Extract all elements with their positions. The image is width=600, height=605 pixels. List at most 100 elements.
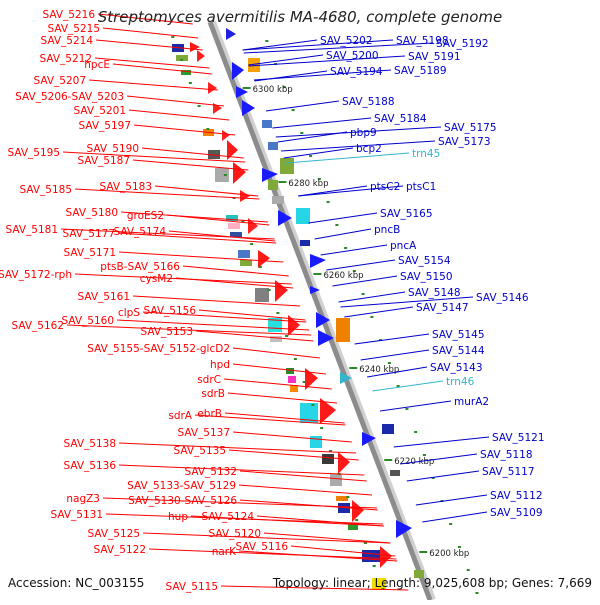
feature-arrow[interactable] xyxy=(208,82,217,94)
gene-label-right[interactable]: SAV_5198 xyxy=(396,35,449,47)
feature-box[interactable] xyxy=(372,578,386,590)
gene-label-left[interactable]: SAV_5190 xyxy=(86,143,139,155)
gene-label-right[interactable]: SAV_5165 xyxy=(380,208,433,220)
feature-box[interactable] xyxy=(181,70,191,75)
feature-box[interactable] xyxy=(310,436,322,448)
gene-label-left[interactable]: cysM2 xyxy=(140,273,173,285)
gene-label-left[interactable]: SAV_5201 xyxy=(73,105,126,117)
gene-label-left[interactable]: SAV_5133-SAV_5129 xyxy=(127,480,236,492)
gene-label-right[interactable]: SAV_5109 xyxy=(490,507,543,519)
gene-label-left[interactable]: SAV_5162 xyxy=(11,320,64,332)
gene-label-left[interactable]: SAV_5116 xyxy=(235,541,288,553)
gene-label-right[interactable]: SAV_5143 xyxy=(430,362,483,374)
feature-arrow[interactable] xyxy=(258,250,270,268)
gene-label-left[interactable]: SAV_5206-SAV_5203 xyxy=(15,91,124,103)
gene-label-right[interactable]: SAV_5191 xyxy=(408,51,461,63)
gene-label-left[interactable]: SAV_5153 xyxy=(140,326,193,338)
feature-arrow[interactable] xyxy=(396,520,412,538)
feature-arrow[interactable] xyxy=(362,432,376,446)
gene-label-left[interactable]: SAV_5135 xyxy=(173,445,226,457)
gene-label-right[interactable]: SAV_5146 xyxy=(476,292,529,304)
gene-label-left[interactable]: sdrA xyxy=(168,410,192,422)
feature-arrow[interactable] xyxy=(310,254,326,268)
gene-label-left[interactable]: SAV_5216 xyxy=(42,9,95,21)
gene-label-right[interactable]: SAV_5148 xyxy=(408,287,461,299)
feature-arrow[interactable] xyxy=(236,86,248,98)
feature-box[interactable] xyxy=(348,524,358,530)
gene-label-left[interactable]: sdrC xyxy=(197,374,221,386)
feature-box[interactable] xyxy=(262,120,272,128)
feature-arrow[interactable] xyxy=(240,190,250,202)
gene-label-left[interactable]: hpcE xyxy=(84,59,110,71)
gene-label-right[interactable]: SAV_5173 xyxy=(438,136,491,148)
gene-label-left[interactable]: sdrB xyxy=(201,388,225,400)
feature-box[interactable] xyxy=(268,142,278,150)
gene-label-right[interactable]: SAV_5145 xyxy=(432,329,485,341)
gene-label-right[interactable]: SAV_5202 xyxy=(320,35,373,47)
gene-label-left[interactable]: SAV_5125 xyxy=(87,528,140,540)
feature-box[interactable] xyxy=(322,454,334,464)
gene-label-left[interactable]: SAV_5156 xyxy=(143,305,196,317)
gene-label-right[interactable]: SAV_5200 xyxy=(326,50,379,62)
gene-label-right[interactable]: SAV_5144 xyxy=(432,345,485,357)
gene-label-right[interactable]: SAV_5112 xyxy=(490,490,543,502)
feature-arrow[interactable] xyxy=(320,398,336,424)
gene-label-left[interactable]: SAV_5174 xyxy=(113,226,166,238)
feature-arrow[interactable] xyxy=(190,42,200,52)
feature-arrow[interactable] xyxy=(197,50,205,62)
gene-label-left[interactable]: SAV_5132 xyxy=(184,466,237,478)
gene-label-right[interactable]: SAV_5117 xyxy=(482,466,535,478)
gene-label-left[interactable]: groES2 xyxy=(127,210,164,222)
feature-box[interactable] xyxy=(272,196,284,204)
feature-box[interactable] xyxy=(286,368,294,374)
gene-label-right[interactable]: ptsC1 xyxy=(406,181,436,193)
feature-arrow[interactable] xyxy=(288,315,300,336)
gene-label-left[interactable]: SAV_5197 xyxy=(78,120,131,132)
feature-box[interactable] xyxy=(330,474,342,486)
feature-arrow[interactable] xyxy=(222,130,230,141)
gene-label-left[interactable]: hup xyxy=(168,511,188,523)
gene-label-left[interactable]: SAV_5122 xyxy=(93,544,146,556)
feature-arrow[interactable] xyxy=(262,168,278,182)
gene-label-right[interactable]: SAV_5150 xyxy=(400,271,453,283)
gene-label-left[interactable]: SAV_5137 xyxy=(177,427,230,439)
feature-box[interactable] xyxy=(228,223,240,229)
gene-label-left[interactable]: SAV_5214 xyxy=(40,35,93,47)
feature-box[interactable] xyxy=(288,376,296,383)
feature-box[interactable] xyxy=(215,168,229,182)
gene-label-right[interactable]: pncB xyxy=(374,224,400,236)
feature-arrow[interactable] xyxy=(232,62,244,80)
gene-label-right[interactable]: SAV_5184 xyxy=(374,113,427,125)
feature-arrow[interactable] xyxy=(278,210,292,226)
feature-box[interactable] xyxy=(336,318,350,342)
gene-label-right[interactable]: SAV_5188 xyxy=(342,96,395,108)
gene-label-left[interactable]: clpS xyxy=(118,307,140,319)
gene-label-left[interactable]: SAV_5130-SAV_5126 xyxy=(128,495,237,507)
feature-arrow[interactable] xyxy=(213,103,222,114)
feature-box[interactable] xyxy=(208,150,220,159)
gene-label-left[interactable]: SAV_5180 xyxy=(65,207,118,219)
gene-label-left[interactable]: ptsB-SAV_5166 xyxy=(100,261,180,273)
feature-arrow[interactable] xyxy=(338,452,350,474)
feature-box[interactable] xyxy=(300,403,318,423)
feature-arrow[interactable] xyxy=(380,546,392,568)
feature-box[interactable] xyxy=(414,570,424,578)
feature-box[interactable] xyxy=(255,288,269,302)
gene-label-left[interactable]: SAV_5172-rph xyxy=(0,269,72,281)
gene-label-left[interactable]: SAV_5171 xyxy=(63,247,116,259)
gene-label-right[interactable]: SAV_5154 xyxy=(398,255,451,267)
gene-label-left[interactable]: SAV_5195 xyxy=(7,147,60,159)
feature-arrow[interactable] xyxy=(226,28,236,40)
feature-arrow[interactable] xyxy=(305,368,318,390)
rna-label-right[interactable]: trn45 xyxy=(412,148,440,160)
gene-label-right[interactable]: bcp2 xyxy=(356,143,382,155)
feature-arrow[interactable] xyxy=(227,140,238,160)
gene-label-left[interactable]: SAV_5155-SAV_5152-glcD2 xyxy=(87,343,230,355)
gene-label-right[interactable]: pncA xyxy=(390,240,417,252)
gene-label-left[interactable]: ebrB xyxy=(197,408,222,420)
feature-box[interactable] xyxy=(280,158,294,174)
feature-box[interactable] xyxy=(390,470,400,476)
feature-arrow[interactable] xyxy=(318,330,334,346)
feature-box[interactable] xyxy=(336,496,348,501)
feature-box[interactable] xyxy=(238,250,250,258)
